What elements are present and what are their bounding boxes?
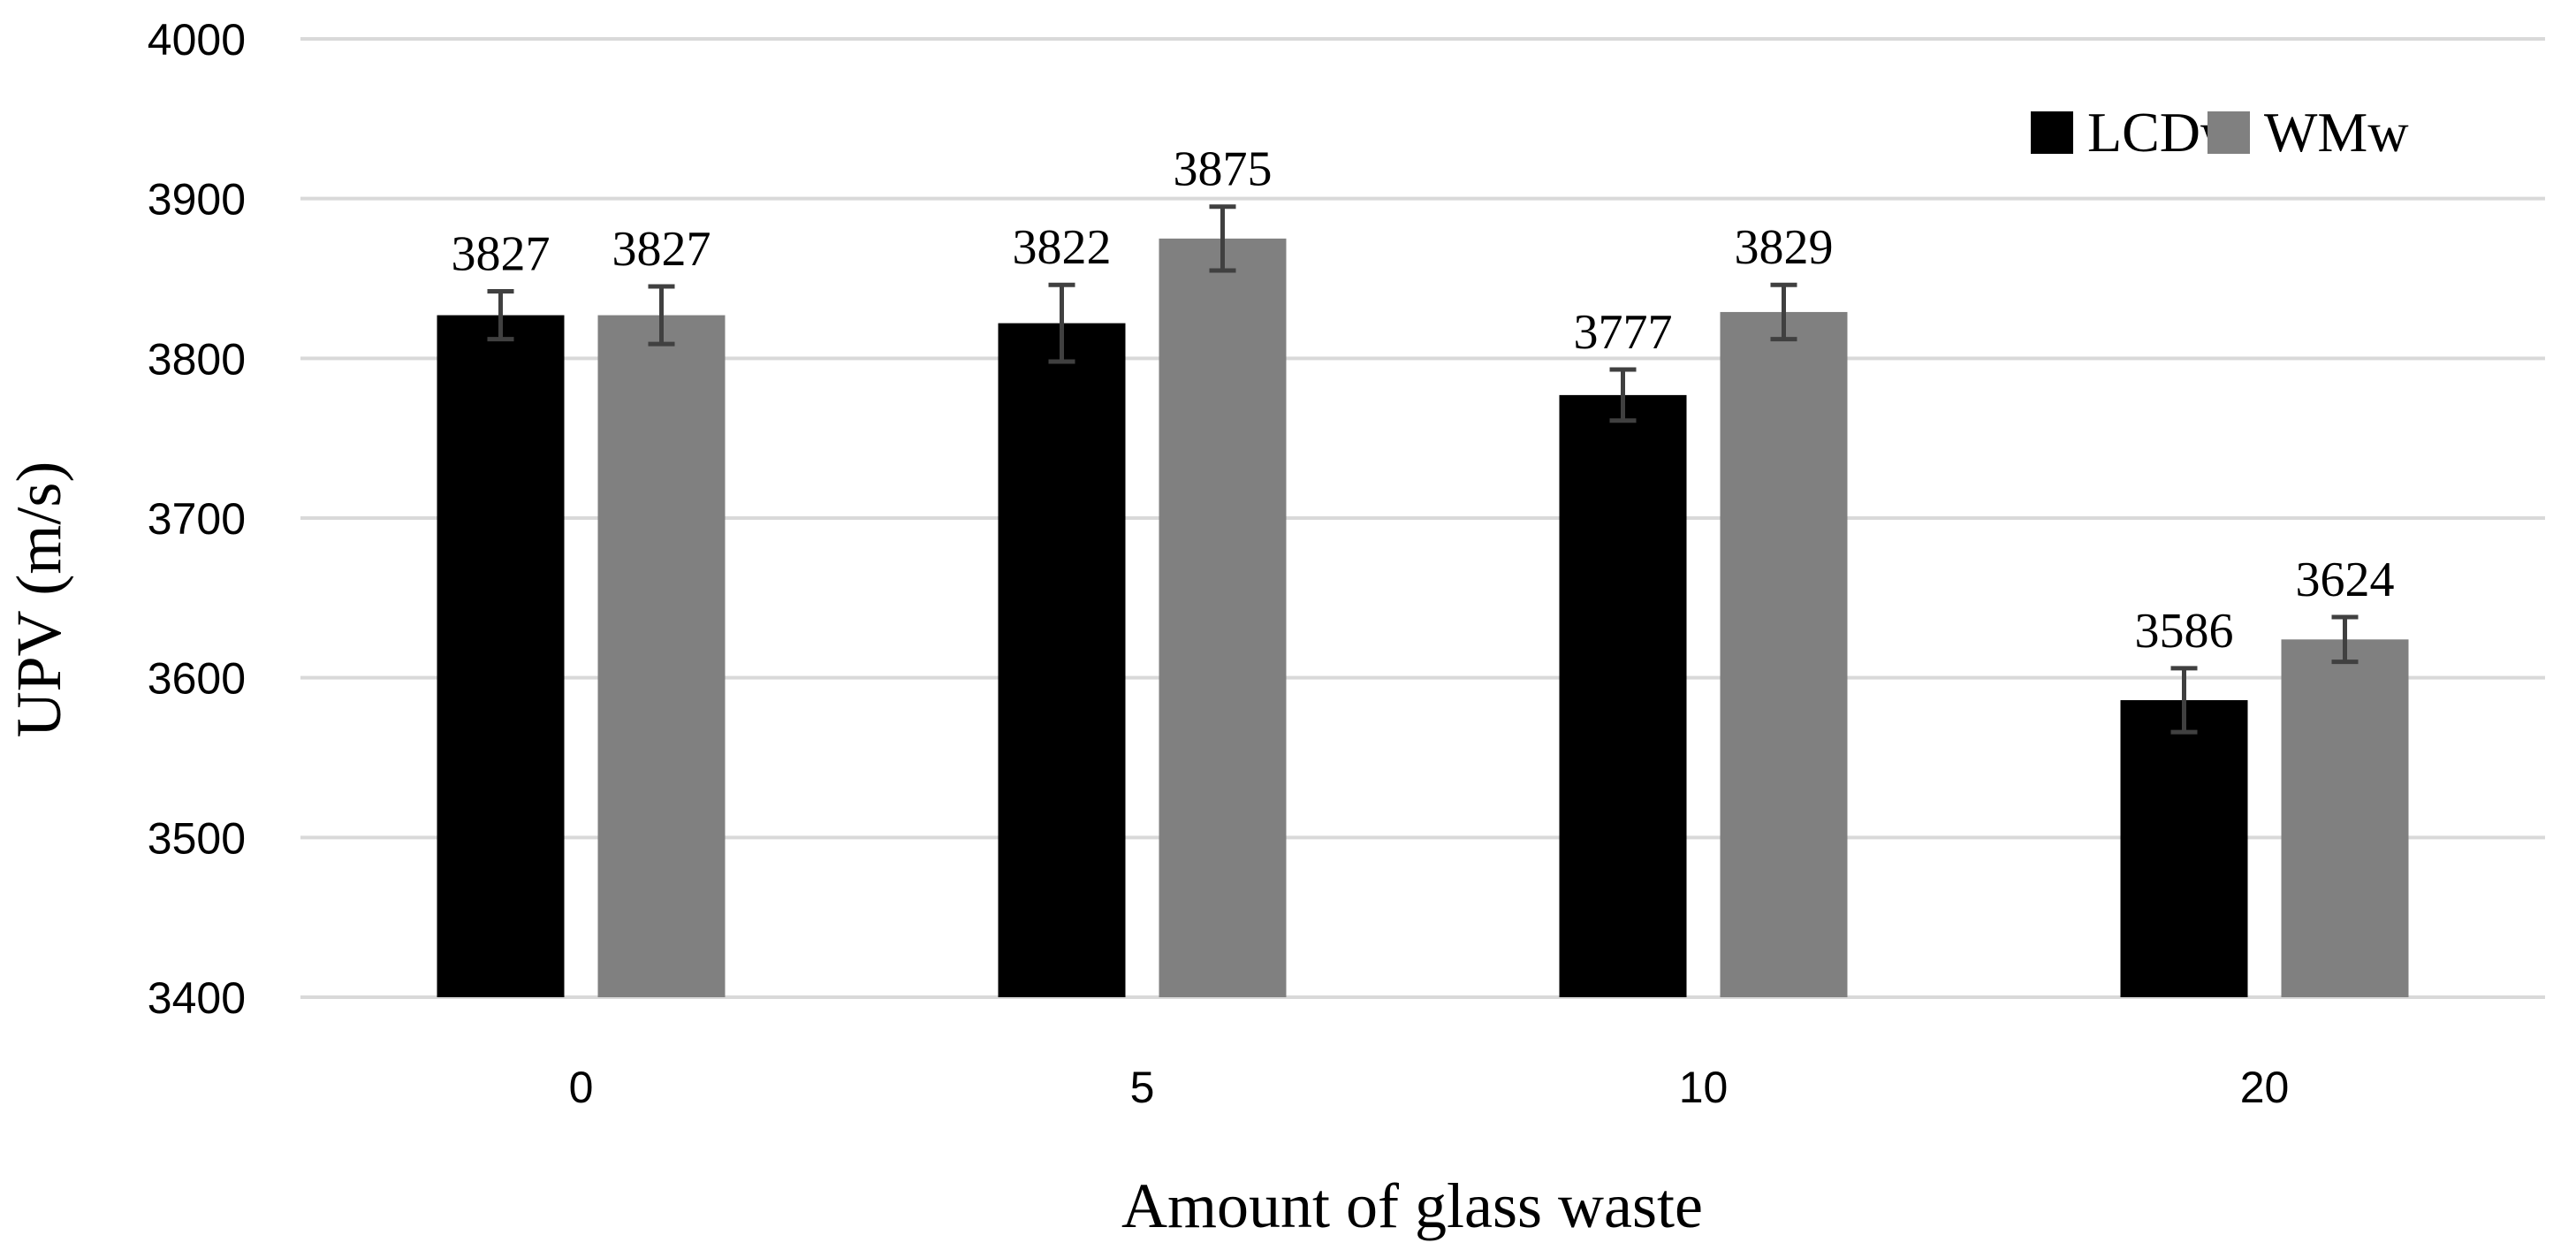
y-tick-label: 3600 [148,654,246,704]
error-bar [2170,666,2198,735]
x-axis-ticks: 0 5 10 20 [569,1063,2290,1112]
data-label-wmw-20: 3624 [2296,553,2395,607]
error-bar [2331,614,2359,665]
legend-label-wmw: WMw [2264,101,2409,164]
error-bar [648,284,675,347]
bar-wmw-20 [2281,639,2409,997]
bar-lcdw-10 [1559,394,1687,997]
data-label-wmw-10: 3829 [1735,220,1834,275]
x-axis-title: Amount of glass waste [1121,1170,1703,1241]
x-tick-label: 20 [2240,1063,2290,1112]
data-label-lcdw-20: 3586 [2135,604,2234,659]
bar-wmw-5 [1159,238,1287,997]
x-tick-label: 0 [569,1063,594,1112]
error-bar [1048,282,1075,364]
bar-wmw-10 [1720,311,1848,997]
y-tick-label: 4000 [148,15,246,65]
y-tick-label: 3400 [148,973,246,1023]
error-bar [487,288,514,342]
data-label-lcdw-5: 3822 [1013,220,1112,275]
legend-swatch-wmw [2207,111,2250,154]
y-tick-label: 3500 [148,813,246,863]
bar-lcdw-0 [437,315,565,997]
error-bar [1609,367,1637,423]
bars [437,238,2409,997]
error-bar [1770,282,1797,342]
bar-lcdw-20 [2120,699,2248,997]
y-tick-label: 3700 [148,494,246,544]
legend: LCDw WMw [2031,101,2409,164]
data-label-lcdw-10: 3777 [1574,305,1673,360]
data-labels: 3827 3827 3822 3875 3777 3829 3586 3624 [452,142,2395,659]
x-tick-label: 10 [1679,1063,1729,1112]
bar-lcdw-5 [998,323,1126,997]
x-tick-label: 5 [1130,1063,1155,1112]
y-axis-title: UPV (m/s) [4,461,74,738]
error-bar [1209,204,1236,273]
y-tick-label: 3900 [148,175,246,225]
error-bars [487,204,2359,735]
legend-swatch-lcdw [2031,111,2073,154]
y-axis-ticks: 3400 3500 3600 3700 3800 3900 4000 [148,15,246,1023]
data-label-lcdw-0: 3827 [452,226,551,281]
data-label-wmw-5: 3875 [1174,142,1273,197]
data-label-wmw-0: 3827 [612,222,711,277]
bar-wmw-0 [597,315,726,997]
y-tick-label: 3800 [148,334,246,384]
